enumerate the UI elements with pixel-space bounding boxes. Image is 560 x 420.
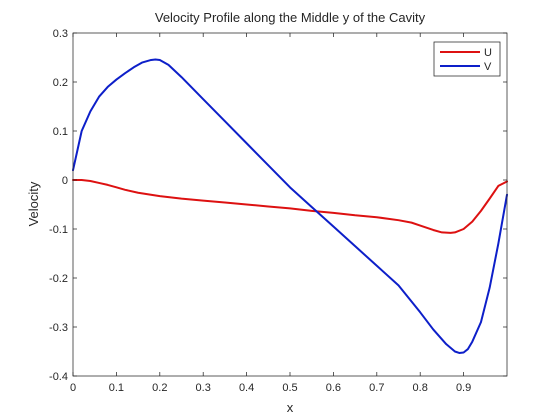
- x-tick-label: 0.1: [109, 382, 124, 394]
- series-layer: [72, 58, 508, 354]
- legend-label-u: U: [484, 47, 492, 59]
- legend: UV: [433, 41, 501, 77]
- y-tick-label: 0.1: [53, 126, 68, 138]
- x-tick-label: 0.3: [196, 382, 211, 394]
- series-line-u: [72, 179, 508, 234]
- y-axis-label: Velocity: [26, 181, 41, 226]
- y-tick-label: 0: [62, 175, 68, 187]
- series-line-v: [72, 58, 508, 354]
- y-tick-label: 0.3: [53, 28, 68, 40]
- chart-title: Velocity Profile along the Middle y of t…: [155, 10, 426, 25]
- y-tick-label: -0.3: [49, 322, 68, 334]
- legend-label-v: V: [484, 61, 492, 73]
- axes-layer: 0 0.1 0.2 0.3 0.4 0.5 0.6 0.7 0.8 0.9 -0.4 -0.3 -0.2…: [49, 28, 508, 394]
- x-tick-label: 0.4: [239, 382, 254, 394]
- y-tick-label: -0.4: [49, 371, 68, 383]
- x-tick-label: 0.9: [456, 382, 471, 394]
- y-tick-label: -0.1: [49, 224, 68, 236]
- legend-box: [433, 41, 501, 77]
- x-tick-label: 0.7: [369, 382, 384, 394]
- y-tick-label: -0.2: [49, 273, 68, 285]
- x-tick-label: 0.6: [326, 382, 341, 394]
- x-tick-label: 0.8: [413, 382, 428, 394]
- x-tick-label: 0.5: [282, 382, 297, 394]
- x-tick-label: 0: [70, 382, 76, 394]
- x-tick-label: 0.2: [152, 382, 167, 394]
- x-axis-label: x: [287, 400, 294, 415]
- y-tick-label: 0.2: [53, 77, 68, 89]
